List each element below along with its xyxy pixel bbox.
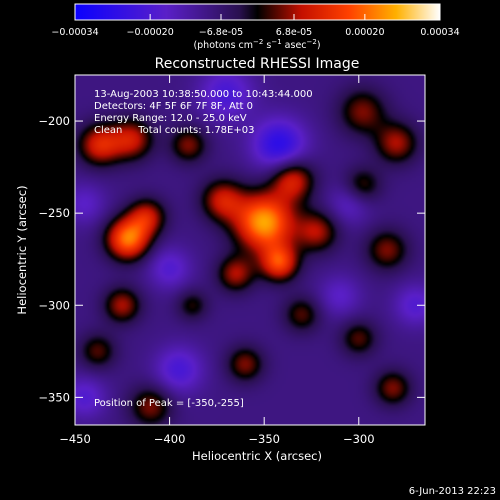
chart-title: Reconstructed RHESSI Image [155,56,360,72]
y-tick-label: −250 [38,206,70,220]
annotation-total-counts: Clean Total counts: 1.78E+03 [94,125,254,136]
x-tick-label: −300 [343,432,375,446]
colorbar-units-label: (photons cm−2 s−1 asec−2) [193,38,320,51]
colorbar-frame [74,3,441,21]
colorbar-tick-label: 0.00020 [345,27,384,38]
y-tick-label: −350 [38,390,70,404]
y-tick-label: −300 [38,298,70,312]
annotation-detectors: Detectors: 4F 5F 6F 7F 8F, Att 0 [94,101,253,112]
colorbar-units-prefix: (photons cm [193,40,253,51]
colorbar-tick-label: −6.8e-05 [199,27,243,38]
annotation-energy-range: Energy Range: 12.0 - 25.0 keV [94,113,247,124]
colorbar-tick-label: −0.00034 [51,27,98,38]
axis-ticks: −450 −400 −350 −300 −200 −250 −300 −350 [38,75,425,446]
plot-frame [74,74,426,426]
colorbar-units-mid: s [263,40,271,51]
colorbar-units-exp2: −1 [271,38,281,46]
annotation-block: 13-Aug-2003 10:38:50.000 to 10:43:44.000… [94,89,313,136]
colorbar: −0.00034 −0.00020 −6.8e-05 6.8e-05 0.00020 0.… [51,3,460,51]
y-axis-label: Heliocentric Y (arcsec) [15,185,29,314]
x-axis-label: Heliocentric X (arcsec) [192,449,322,463]
heatmap-image [75,75,425,425]
y-tick-label: −200 [38,114,70,128]
colorbar-units-mid2: asec [282,40,307,51]
x-tick-label: −350 [248,432,280,446]
colorbar-gradient [75,4,440,20]
colorbar-tick-label: −0.00020 [127,27,174,38]
annotation-time-range: 13-Aug-2003 10:38:50.000 to 10:43:44.000 [94,89,313,100]
annotation-peak-position: Position of Peak = [-350,-255] [94,398,244,409]
footer-date: 6-Jun-2013 22:23 [409,486,496,497]
x-tick-label: −400 [154,432,186,446]
colorbar-units-exp3: −2 [307,38,317,46]
colorbar-ticks: −0.00034 −0.00020 −6.8e-05 6.8e-05 0.00020 0.… [51,14,460,38]
colorbar-tick-label: 6.8e-05 [276,27,312,38]
colorbar-units-exp1: −2 [253,38,263,46]
x-tick-label: −450 [59,432,91,446]
colorbar-tick-label: 0.00034 [420,27,459,38]
colorbar-units-suffix: ) [317,40,321,51]
